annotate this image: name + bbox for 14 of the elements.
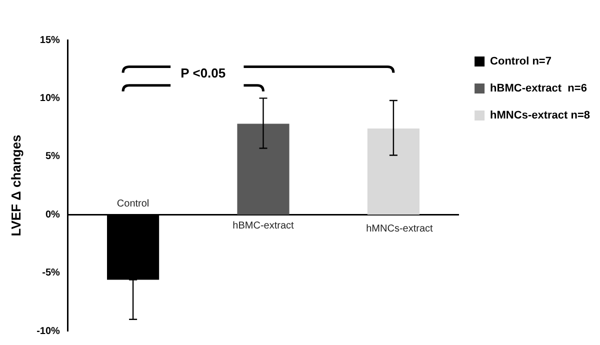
legend-label: hMNCs-extract n=8 bbox=[490, 110, 590, 122]
legend-label: Control n=7 bbox=[490, 56, 552, 68]
y-tick-label: -10% bbox=[36, 326, 60, 337]
y-tick-label: 10% bbox=[40, 92, 60, 104]
y-tick-label: 5% bbox=[45, 151, 60, 162]
y-axis-title: LVEF Δ changes bbox=[8, 134, 24, 236]
y-tick-label: 15% bbox=[40, 34, 60, 46]
x-tick-label: hMNCs-extract bbox=[366, 223, 434, 234]
y-tick-label: -5% bbox=[42, 268, 60, 279]
y-tick-label: 0% bbox=[45, 209, 60, 220]
annotation: P <0.05 bbox=[180, 66, 226, 81]
x-tick-label: hBMC-extract bbox=[232, 220, 294, 232]
legend-label: hBMC-extract n=6 bbox=[490, 82, 587, 95]
x-tick-label: Control bbox=[116, 198, 150, 210]
